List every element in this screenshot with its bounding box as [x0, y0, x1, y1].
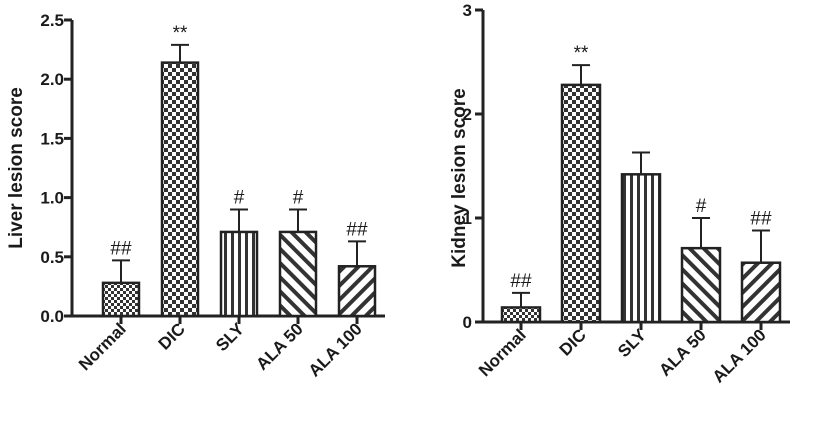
category-label: DIC	[556, 325, 590, 359]
y-axis-label: Liver lesion score	[6, 87, 27, 249]
bar-dic	[160, 61, 200, 318]
kidney-lesion-chart: 0 1 2 3 Kidney lesion score ## Normal ** DIC SLY #…	[449, 1, 790, 386]
y-tick-label: 3	[463, 1, 472, 20]
y-tick-label: 0.5	[40, 248, 64, 267]
y-tick-label: 2.5	[40, 11, 64, 30]
significance-label: **	[173, 23, 188, 44]
significance-label: #	[293, 187, 304, 208]
category-label: ALA 100	[709, 325, 770, 386]
y-tick-label: 1.0	[40, 189, 64, 208]
bar-sly	[219, 230, 259, 318]
y-tick-label: 0.0	[40, 307, 64, 326]
bar-normal	[101, 281, 141, 318]
bar-dic	[560, 83, 602, 324]
y-tick-label: 1	[463, 209, 472, 228]
y-tick-label: 1.5	[40, 129, 64, 148]
bar-normal	[500, 306, 542, 324]
significance-label: ##	[346, 219, 368, 240]
bar-ala-100	[337, 265, 377, 318]
category-label: SLY	[212, 319, 248, 355]
category-label: ALA 50	[252, 319, 306, 373]
significance-label: #	[696, 196, 707, 217]
category-label: SLY	[614, 325, 650, 361]
significance-label: **	[574, 43, 589, 64]
category-label: Normal	[75, 319, 130, 374]
bar-ala-50	[680, 246, 722, 324]
category-label: DIC	[155, 319, 189, 353]
significance-label: ##	[750, 208, 772, 229]
category-label: Normal	[475, 325, 530, 380]
significance-label: #	[234, 187, 245, 208]
bar-sly	[620, 173, 662, 324]
category-label: ALA 50	[655, 325, 709, 379]
significance-label: ##	[110, 238, 132, 259]
y-tick-label: 0	[463, 313, 472, 332]
category-label: ALA 100	[305, 319, 366, 380]
bar-ala-50	[278, 230, 318, 318]
significance-label: ##	[510, 271, 532, 292]
y-tick-label: 2	[463, 105, 472, 124]
y-tick-label: 2.0	[40, 70, 64, 89]
bar-ala-100	[740, 261, 782, 324]
y-axis-label: Kidney lesion score	[449, 88, 470, 268]
